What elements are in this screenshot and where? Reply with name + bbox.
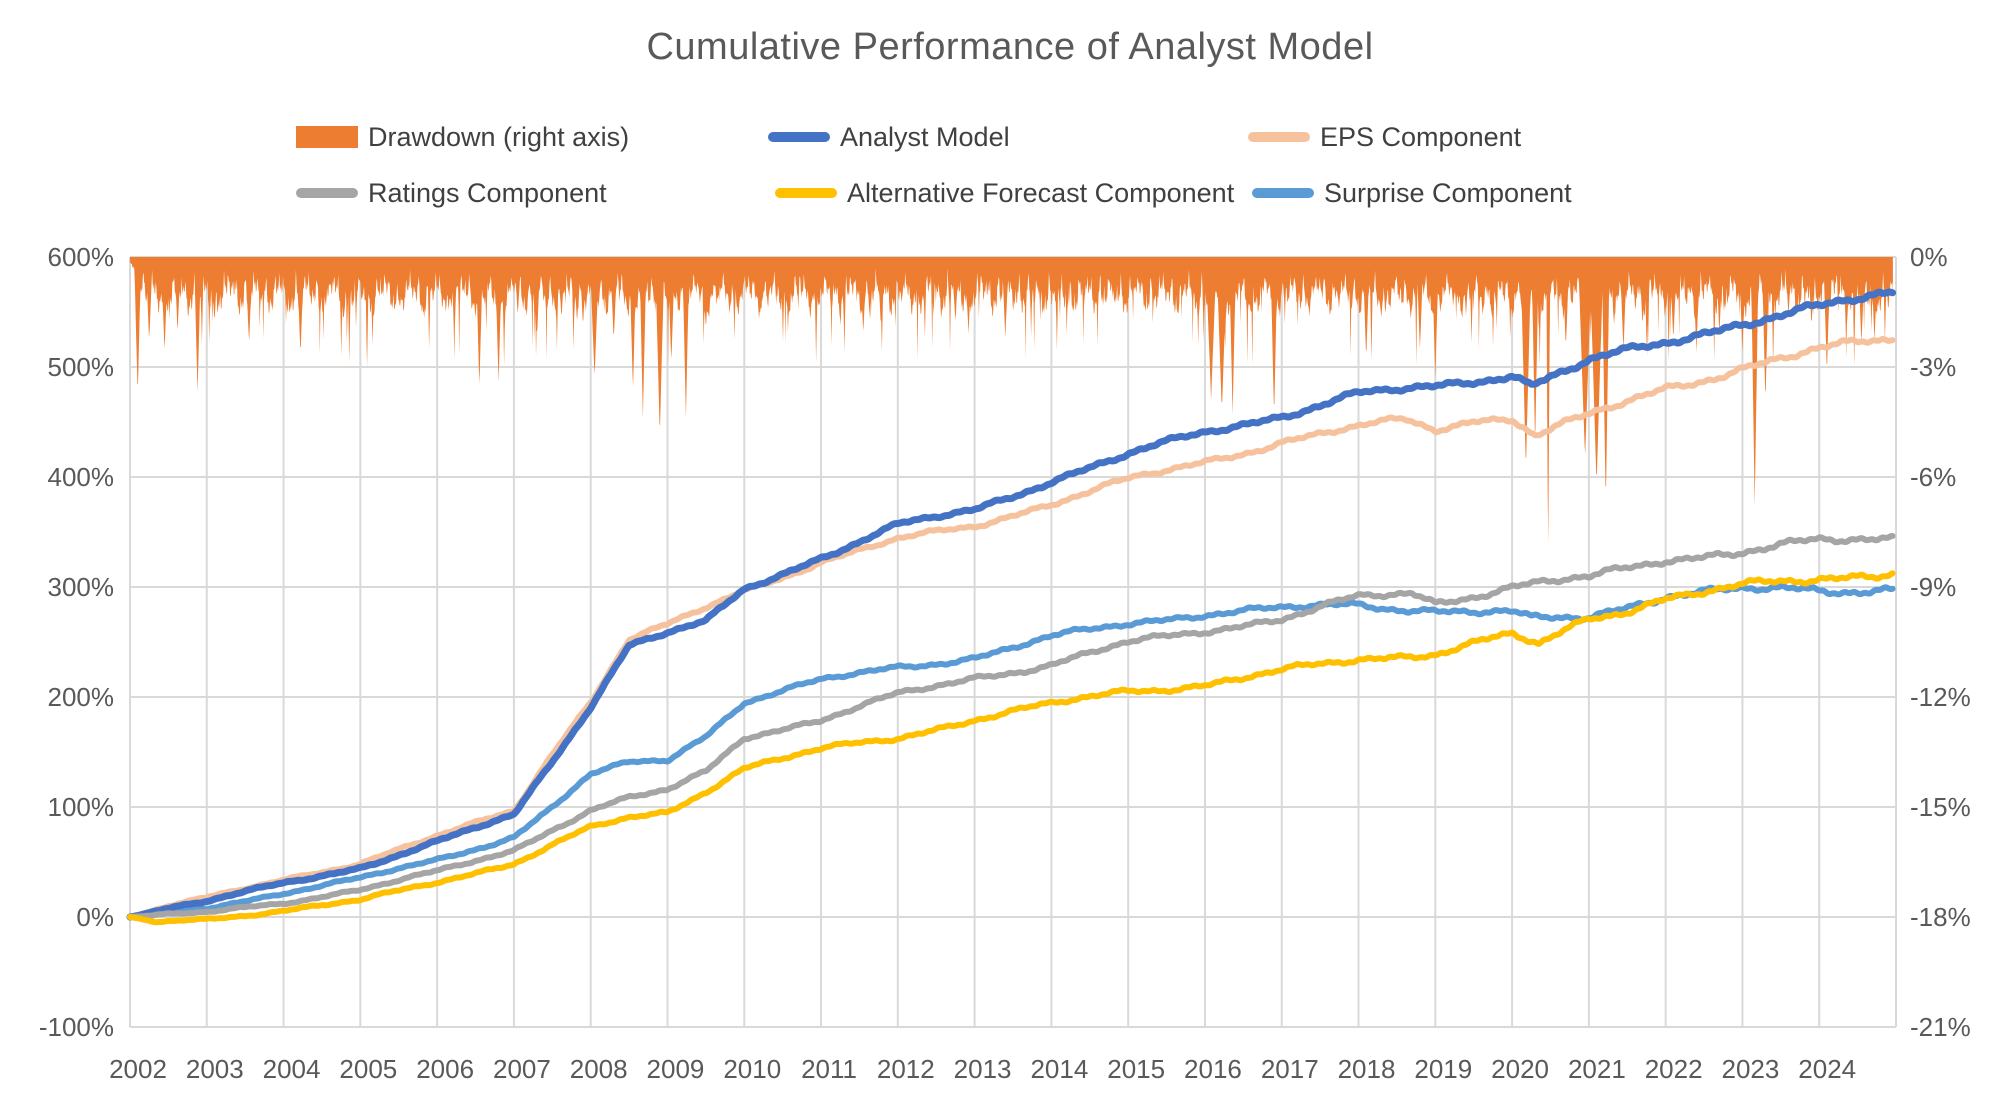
legend-label: Alternative Forecast Component bbox=[847, 177, 1235, 208]
drawdown-area bbox=[130, 257, 1893, 544]
legend-label: Ratings Component bbox=[368, 177, 607, 208]
x-axis-tick-label: 2020 bbox=[1491, 1054, 1549, 1084]
y-axis-left-tick-label: 600% bbox=[48, 242, 115, 272]
legend-label: Analyst Model bbox=[840, 121, 1010, 152]
x-axis-tick-label: 2016 bbox=[1184, 1054, 1242, 1084]
y-axis-right-tick-label: -15% bbox=[1910, 792, 1971, 822]
series-line-analyst-model bbox=[126, 288, 1897, 921]
y-axis-right-tick-label: 0% bbox=[1910, 242, 1948, 272]
y-axis-left-tick-label: 300% bbox=[48, 572, 115, 602]
x-axis-tick-label: 2014 bbox=[1030, 1054, 1088, 1084]
y-axis-left-tick-label: 500% bbox=[48, 352, 115, 382]
y-axis-right-tick-label: -3% bbox=[1910, 352, 1956, 382]
x-axis-tick-label: 2015 bbox=[1107, 1054, 1165, 1084]
y-axis-left-tick-label: 200% bbox=[48, 682, 115, 712]
y-axis-right-tick-label: -9% bbox=[1910, 572, 1956, 602]
series-line-eps-component bbox=[127, 336, 1896, 920]
x-axis-tick-label: 2023 bbox=[1722, 1054, 1780, 1084]
line-swatch-icon bbox=[1252, 188, 1314, 198]
legend-item-analyst-model: Analyst Model bbox=[768, 122, 1010, 152]
x-axis-tick-label: 2011 bbox=[801, 1054, 857, 1084]
x-axis-tick-label: 2002 bbox=[109, 1054, 167, 1084]
x-axis-tick-label: 2007 bbox=[493, 1054, 551, 1084]
series-line-alternative-forecast-component bbox=[127, 570, 1896, 926]
x-axis-tick-label: 2022 bbox=[1645, 1054, 1703, 1084]
x-axis-tick-label: 2018 bbox=[1338, 1054, 1396, 1084]
y-axis-right-tick-label: -12% bbox=[1910, 682, 1971, 712]
legend-item-drawdown: Drawdown (right axis) bbox=[296, 122, 629, 152]
legend-label: EPS Component bbox=[1320, 121, 1522, 152]
x-axis-tick-label: 2019 bbox=[1414, 1054, 1472, 1084]
legend-item-eps-component: EPS Component bbox=[1248, 122, 1521, 152]
drawdown-swatch-icon bbox=[296, 126, 358, 148]
y-axis-left-tick-label: 0% bbox=[76, 902, 114, 932]
legend-label: Drawdown (right axis) bbox=[368, 121, 630, 152]
line-swatch-icon bbox=[296, 188, 358, 198]
x-axis-tick-label: 2012 bbox=[877, 1054, 935, 1084]
x-axis-tick-label: 2009 bbox=[647, 1054, 705, 1084]
x-axis-tick-label: 2005 bbox=[339, 1054, 397, 1084]
chart-title: Cumulative Performance of Analyst Model bbox=[646, 26, 1374, 68]
x-axis-tick-label: 2004 bbox=[263, 1054, 321, 1084]
y-axis-right-tick-label: -6% bbox=[1910, 462, 1956, 492]
y-axis-left-tick-label: 400% bbox=[48, 462, 115, 492]
y-axis-right-tick-label: -21% bbox=[1910, 1012, 1971, 1042]
x-axis-tick-label: 2017 bbox=[1261, 1054, 1319, 1084]
x-axis-tick-label: 2008 bbox=[570, 1054, 628, 1084]
x-axis-tick-label: 2010 bbox=[723, 1054, 781, 1084]
y-axis-left-tick-label: -100% bbox=[39, 1012, 114, 1042]
x-axis-tick-label: 2021 bbox=[1568, 1054, 1626, 1084]
y-axis-left-tick-label: 100% bbox=[48, 792, 115, 822]
line-swatch-icon bbox=[768, 132, 830, 142]
x-axis-tick-label: 2024 bbox=[1798, 1054, 1856, 1084]
legend-item-surprise-component: Surprise Component bbox=[1252, 178, 1572, 208]
x-axis-tick-label: 2006 bbox=[416, 1054, 474, 1084]
series-line-surprise-component bbox=[127, 583, 1896, 920]
legend-item-ratings-component: Ratings Component bbox=[296, 178, 607, 208]
legend-item-alternative-forecast-component: Alternative Forecast Component bbox=[775, 178, 1234, 208]
x-axis-tick-label: 2003 bbox=[186, 1054, 244, 1084]
y-axis-right-tick-label: -18% bbox=[1910, 902, 1971, 932]
series-line-ratings-component bbox=[127, 533, 1896, 920]
x-axis-tick-label: 2013 bbox=[954, 1054, 1012, 1084]
line-swatch-icon bbox=[1248, 132, 1310, 142]
line-swatch-icon bbox=[775, 188, 837, 198]
legend-label: Surprise Component bbox=[1324, 177, 1572, 208]
